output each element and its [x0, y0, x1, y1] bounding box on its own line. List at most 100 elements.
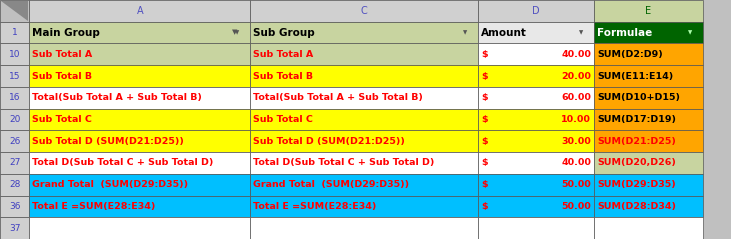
Bar	[478, 217, 594, 239]
Text: Sub Group: Sub Group	[253, 27, 315, 38]
Text: Sub Total A: Sub Total A	[32, 50, 92, 59]
Text: 15: 15	[9, 71, 20, 81]
Text: SUM(E11:E14): SUM(E11:E14)	[597, 71, 673, 81]
Bar	[250, 130, 478, 152]
Bar	[478, 22, 594, 43]
Text: Total(Sub Total A + Sub Total B): Total(Sub Total A + Sub Total B)	[253, 93, 423, 102]
Text: 20.00: 20.00	[561, 71, 591, 81]
Text: SUM(D10+D15): SUM(D10+D15)	[597, 93, 680, 102]
Bar	[594, 152, 703, 174]
Bar	[0, 109, 29, 130]
Text: SUM(D20,D26): SUM(D20,D26)	[597, 158, 676, 168]
Text: Sub Total C: Sub Total C	[253, 115, 313, 124]
Bar	[0, 0, 29, 22]
Bar	[250, 43, 478, 65]
Bar	[0, 22, 29, 43]
Bar	[29, 0, 250, 22]
Bar	[250, 22, 478, 43]
Bar	[29, 217, 250, 239]
Text: 20: 20	[9, 115, 20, 124]
Text: SUM(D21:D25): SUM(D21:D25)	[597, 137, 676, 146]
Text: ▼: ▼	[688, 30, 692, 35]
Text: $: $	[481, 71, 488, 81]
Text: $: $	[481, 180, 488, 189]
Text: Sub Total D (SUM(D21:D25)): Sub Total D (SUM(D21:D25))	[32, 137, 184, 146]
Text: 60.00: 60.00	[561, 93, 591, 102]
Bar	[0, 196, 29, 217]
Bar	[594, 196, 703, 217]
Text: C: C	[361, 6, 368, 16]
Text: 40.00: 40.00	[561, 50, 591, 59]
Bar	[594, 65, 703, 87]
Bar	[0, 130, 29, 152]
Text: $: $	[481, 115, 488, 124]
Bar	[0, 87, 29, 109]
Bar	[29, 22, 250, 43]
Text: Total(Sub Total A + Sub Total B): Total(Sub Total A + Sub Total B)	[32, 93, 202, 102]
Text: 37: 37	[9, 224, 20, 233]
Bar	[29, 87, 250, 109]
Bar	[29, 43, 250, 65]
Text: SUM(D2:D9): SUM(D2:D9)	[597, 50, 663, 59]
Text: Total E =SUM(E28:E34): Total E =SUM(E28:E34)	[32, 202, 156, 211]
Text: Sub Total D (SUM(D21:D25)): Sub Total D (SUM(D21:D25))	[253, 137, 405, 146]
Bar	[250, 152, 478, 174]
Bar	[594, 0, 703, 22]
Text: 40.00: 40.00	[561, 158, 591, 168]
Text: 26: 26	[9, 137, 20, 146]
Text: $: $	[481, 158, 488, 168]
Text: 30.00: 30.00	[561, 137, 591, 146]
Text: ▼: ▼	[232, 30, 237, 36]
Bar	[594, 174, 703, 196]
Polygon shape	[1, 1, 28, 21]
Bar	[478, 130, 594, 152]
Bar	[250, 174, 478, 196]
Text: E: E	[645, 6, 651, 16]
Text: 10: 10	[9, 50, 20, 59]
Bar	[250, 109, 478, 130]
Text: Total D(Sub Total C + Sub Total D): Total D(Sub Total C + Sub Total D)	[32, 158, 213, 168]
Text: Sub Total A: Sub Total A	[253, 50, 314, 59]
Text: $: $	[481, 50, 488, 59]
Bar	[0, 174, 29, 196]
Text: 36: 36	[9, 202, 20, 211]
Text: $: $	[481, 202, 488, 211]
Text: $: $	[481, 93, 488, 102]
Text: SUM(D17:D19): SUM(D17:D19)	[597, 115, 676, 124]
Bar	[250, 65, 478, 87]
Bar	[594, 130, 703, 152]
Bar	[594, 43, 703, 65]
Text: Main Group: Main Group	[32, 27, 100, 38]
Bar	[250, 217, 478, 239]
Bar	[594, 109, 703, 130]
Bar	[250, 87, 478, 109]
Bar	[594, 22, 703, 43]
Bar	[478, 0, 594, 22]
Bar	[594, 87, 703, 109]
Bar	[29, 109, 250, 130]
Bar	[0, 65, 29, 87]
Bar	[29, 130, 250, 152]
Text: Grand Total  (SUM(D29:D35)): Grand Total (SUM(D29:D35))	[253, 180, 409, 189]
Bar	[29, 174, 250, 196]
Text: SUM(D29:D35): SUM(D29:D35)	[597, 180, 676, 189]
Bar	[29, 65, 250, 87]
Bar	[478, 65, 594, 87]
Bar	[29, 196, 250, 217]
Bar	[478, 174, 594, 196]
Text: 50.00: 50.00	[561, 180, 591, 189]
Text: ▼: ▼	[463, 30, 467, 35]
Bar	[478, 109, 594, 130]
Text: Sub Total B: Sub Total B	[32, 71, 92, 81]
Bar	[0, 217, 29, 239]
Text: Formulae: Formulae	[597, 27, 652, 38]
Text: Grand Total  (SUM(D29:D35)): Grand Total (SUM(D29:D35))	[32, 180, 189, 189]
Bar	[250, 0, 478, 22]
Text: Sub Total C: Sub Total C	[32, 115, 92, 124]
Text: 16: 16	[9, 93, 20, 102]
Bar	[478, 87, 594, 109]
Text: Total E =SUM(E28:E34): Total E =SUM(E28:E34)	[253, 202, 376, 211]
Bar	[478, 152, 594, 174]
Text: 28: 28	[9, 180, 20, 189]
Bar	[29, 152, 250, 174]
